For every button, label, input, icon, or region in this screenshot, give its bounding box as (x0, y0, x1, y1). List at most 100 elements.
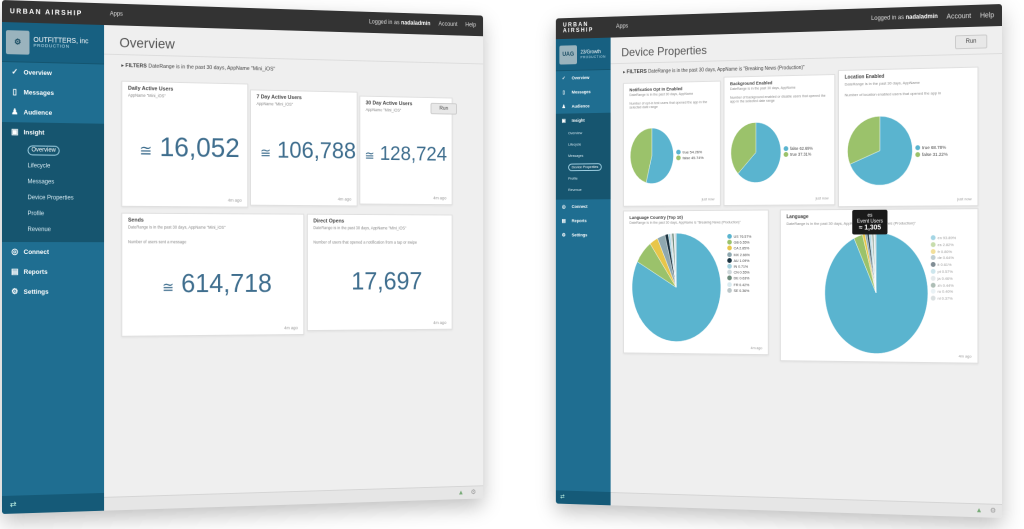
legend-swatch (930, 248, 936, 254)
gear-icon: ⚙ (11, 286, 19, 296)
connect-icon: ◎ (11, 247, 19, 257)
collapse-icon[interactable]: ⇄ (2, 492, 105, 514)
legend-item: DE 0.63% (727, 275, 751, 282)
sidebar-item-insight[interactable]: ▣ Insight (555, 112, 611, 128)
card-description: Number of users sent a message (127, 239, 187, 245)
gear-icon[interactable]: ⚙ (470, 489, 477, 497)
legend-swatch (930, 289, 936, 295)
insight-submenu: Overview Lifecycle Messages Device Prope… (555, 126, 611, 200)
metric-value: ≅ 614,718 (162, 268, 272, 299)
account-link[interactable]: Account (946, 12, 972, 21)
card-subtitle: DateRange is in the past 30 days, AppNam… (313, 225, 407, 231)
footer-bar: ▲ ⚙ (104, 485, 484, 511)
card-background-enabled: Background Enabled DateRange is in the p… (723, 74, 836, 206)
env-label: PRODUCTION (580, 54, 606, 59)
sidebar-item-audience[interactable]: ♟ Audience (561, 103, 590, 110)
sidebar-sub-revenue[interactable]: Revenue (27, 227, 51, 234)
sidebar-item-overview[interactable]: ✓ Overview (561, 75, 590, 82)
apps-link[interactable]: Apps (109, 11, 123, 18)
sidebar-item-reports[interactable]: ▤ Reports (11, 266, 48, 276)
legend-swatch (727, 263, 732, 269)
pie-slice[interactable] (632, 233, 721, 342)
sidebar-sub-revenue[interactable]: Revenue (568, 188, 582, 192)
account-switcher[interactable]: UAG 23/Growth PRODUCTION (555, 37, 611, 72)
metric-value: ≅ 128,724 (364, 142, 447, 166)
warning-icon[interactable]: ▲ (975, 507, 983, 515)
sidebar-sub-profile[interactable]: Profile (27, 211, 45, 218)
card-notification-opt-in: Notification Opt In Enabled DateRange is… (623, 80, 721, 207)
phone-icon: ▯ (562, 89, 565, 96)
card-subtitle: AppName "Mini_iOS" (127, 92, 166, 99)
check-circle-icon: ✓ (11, 67, 19, 77)
metric-value: ≅ 106,788 (260, 137, 356, 165)
legend-swatch (727, 245, 732, 251)
legend-swatch (676, 155, 681, 161)
metric-value: ≅ 16,052 (139, 131, 240, 163)
help-link[interactable]: Help (979, 11, 995, 20)
pie-slice[interactable] (847, 116, 879, 164)
country-legend: US 76.57% GB 6.55% CA 2.85% MX 2.66% AU 1.09… (727, 233, 751, 294)
sidebar-item-connect[interactable]: ◎ Connect (11, 247, 49, 257)
run-button[interactable]: Run (430, 102, 457, 115)
connect-icon: ◎ (561, 203, 566, 210)
sidebar-sub-messages[interactable]: Messages (27, 179, 55, 186)
sidebar-sub-overview[interactable]: Overview (2, 142, 104, 159)
phone-icon: ▯ (12, 87, 17, 97)
sidebar-sub-lifecycle[interactable]: Lifecycle (568, 142, 582, 147)
sidebar-item-settings[interactable]: ⚙ Settings (561, 232, 588, 238)
run-button[interactable]: Run (955, 34, 988, 50)
sidebar-item-overview[interactable]: ✓ Overview (11, 67, 52, 77)
help-link[interactable]: Help (465, 22, 477, 29)
legend-item: true 37.31% (783, 152, 813, 158)
legend-swatch (915, 145, 921, 151)
sidebar-item-connect[interactable]: ◎ Connect (561, 203, 588, 210)
app-logo: UAG (559, 44, 577, 65)
legend-swatch (930, 262, 936, 268)
main-content: Device Properties Run ▸ FILTERS DateRang… (610, 26, 1002, 518)
sidebar-sub-profile[interactable]: Profile (568, 176, 578, 181)
sidebar-item-messages[interactable]: ▯ Messages (12, 87, 54, 97)
account-switcher[interactable]: ⚙ OUTFITTERS, inc PRODUCTION (2, 22, 105, 65)
gear-icon[interactable]: ⚙ (989, 507, 997, 515)
chart-tooltip: es Event Users ≈ 1,305 (852, 209, 888, 235)
pie-slice[interactable] (850, 116, 912, 186)
legend-item: SE 0.36% (727, 287, 751, 294)
card-subtitle: DateRange is in the past 30 days, AppNam… (629, 220, 741, 225)
pie-slice[interactable] (825, 232, 928, 354)
sidebar-sub-device-properties[interactable]: Device Properties (556, 161, 611, 173)
updated-time: 4m ago (958, 353, 972, 359)
sidebar-item-insight[interactable]: ▣ Insight (2, 122, 105, 144)
sidebar-sub-messages[interactable]: Messages (568, 153, 584, 158)
insight-icon: ▣ (561, 117, 566, 124)
device-properties-window: URBAN AIRSHIP Apps Logged in as nadaladm… (555, 4, 1002, 518)
account-link[interactable]: Account (438, 21, 458, 28)
gear-icon: ⚙ (561, 232, 566, 238)
sidebar-item-settings[interactable]: ⚙ Settings (11, 286, 49, 296)
sidebar-sub-overview[interactable]: Overview (568, 131, 583, 136)
card-subtitle: DateRange is in the past 30 days, AppNam… (127, 224, 226, 230)
sidebar-item-reports[interactable]: ▤ Reports (561, 217, 587, 224)
updated-time: just now (815, 196, 829, 201)
brand-logo: URBAN AIRSHIP (9, 7, 83, 17)
sidebar-sub-device-properties[interactable]: Device Properties (27, 195, 74, 202)
insight-icon: ▣ (11, 127, 19, 137)
updated-time: 4m ago (433, 195, 447, 201)
card-sends: Sends DateRange is in the past 30 days, … (121, 212, 305, 337)
warning-icon[interactable]: ▲ (457, 489, 464, 497)
legend-swatch (930, 268, 936, 274)
check-circle-icon: ✓ (561, 75, 566, 82)
sidebar-sub-lifecycle[interactable]: Lifecycle (27, 163, 51, 170)
people-icon: ♟ (11, 107, 19, 117)
card-description: Number of users that opened a notificati… (313, 239, 418, 245)
sidebar-item-messages[interactable]: ▯ Messages (556, 84, 611, 99)
legend-item: CA 2.85% (727, 245, 751, 252)
legend-swatch (727, 269, 732, 275)
apps-link[interactable]: Apps (615, 23, 629, 30)
card-description: Number of location enabled users that op… (844, 90, 942, 98)
legend-swatch (930, 255, 936, 261)
sidebar-item-audience[interactable]: ♟ Audience (11, 107, 53, 117)
pie-chart-background (730, 121, 782, 184)
collapse-icon[interactable]: ⇄ (555, 490, 611, 506)
legend-swatch (783, 152, 789, 157)
legend-swatch (727, 281, 732, 287)
